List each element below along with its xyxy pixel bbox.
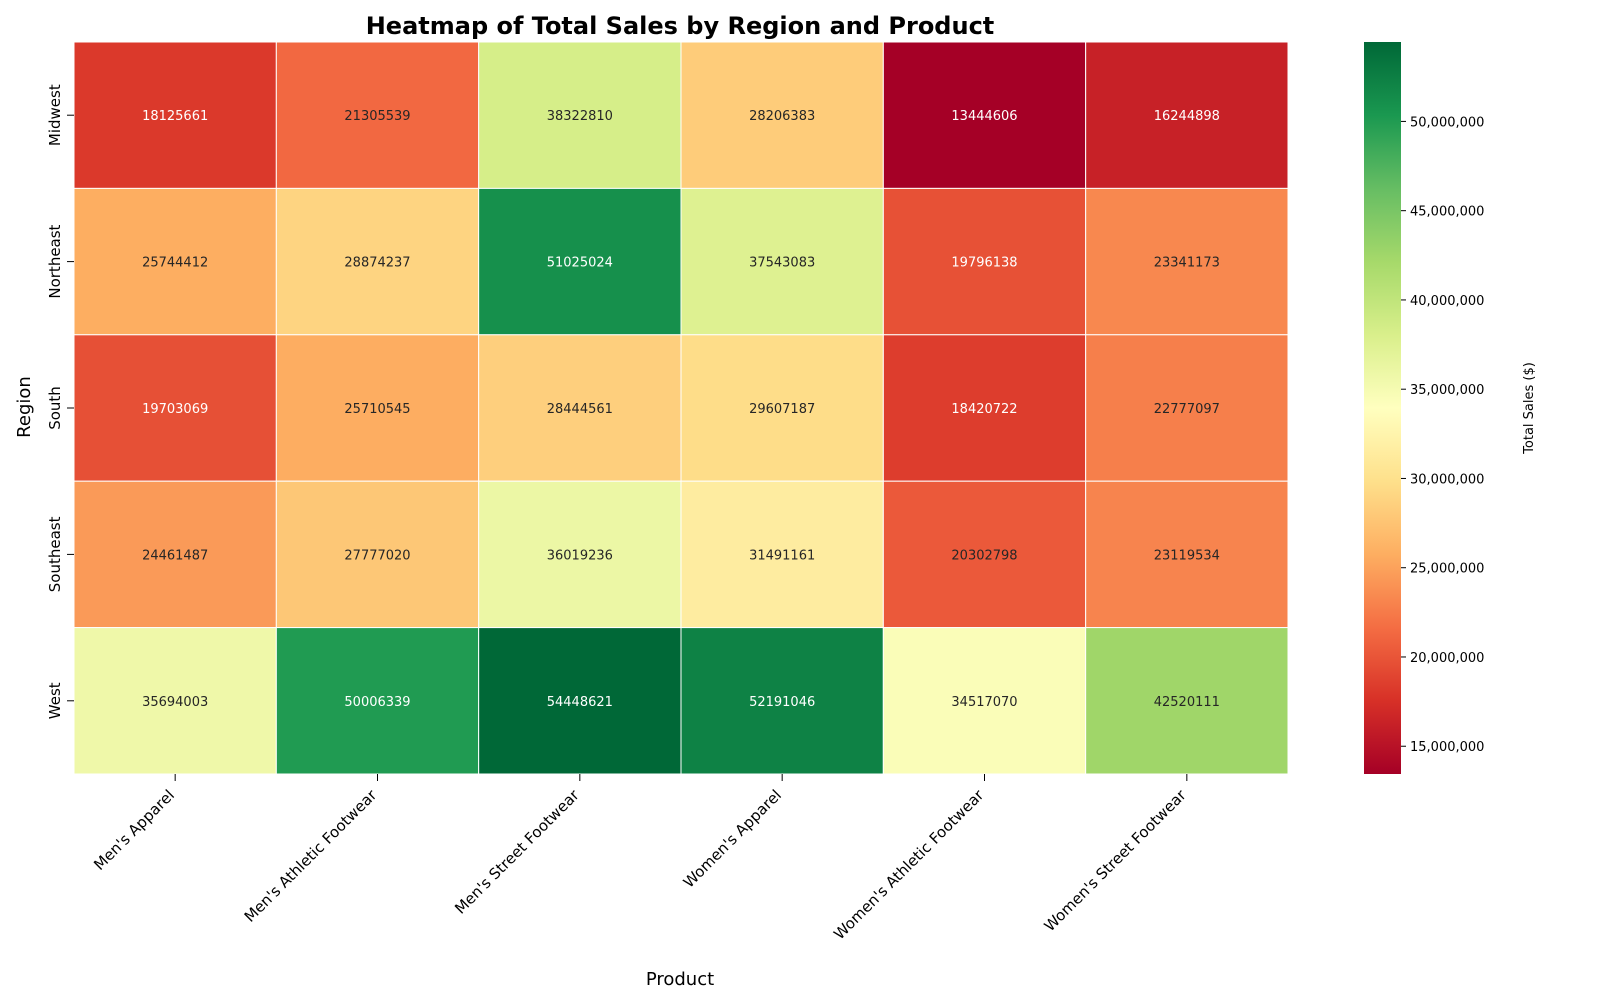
heatmap-cell [680,187,884,336]
heatmap-cell [275,480,480,629]
colorbar-tick-label: 25,000,000 [1410,562,1484,577]
colorbar-tick-label: 40,000,000 [1410,294,1484,309]
heatmap-cell [478,627,682,775]
colorbar-tick-label: 35,000,000 [1410,383,1484,398]
x-tick-label: Men's Apparel [90,786,178,874]
y-tick-label: Southeast [46,516,64,592]
cell-value-label: 50006339 [344,695,410,710]
cell-value-label: 34517070 [951,695,1017,710]
heatmap-cell [478,334,682,482]
cell-value-label: 19703069 [142,402,208,417]
heatmap-cell [73,334,277,482]
cell-value-label: 28206383 [749,109,815,124]
x-tick-label: Women's Street Footwear [1041,786,1191,936]
colorbar-tick-label: 30,000,000 [1410,472,1484,487]
cell-value-label: 20302798 [951,548,1017,563]
y-axis-title: Region [14,376,35,438]
heatmap-cell [882,41,1087,189]
cell-value-label: 19796138 [951,256,1017,271]
cell-value-label: 38322810 [547,109,613,124]
heatmap-cell [478,41,682,189]
colorbar-tick-label: 15,000,000 [1410,740,1484,755]
heatmap-cell [275,627,480,775]
cell-value-label: 27777020 [344,548,410,563]
heatmap-cell [275,334,480,482]
colorbar-title: Total Sales ($) [1522,362,1537,455]
colorbar-tick-label: 45,000,000 [1410,205,1484,220]
cell-value-label: 35694003 [142,695,208,710]
cell-value-label: 16244898 [1154,109,1220,124]
cell-value-label: 25710545 [344,402,410,417]
chart-title: Heatmap of Total Sales by Region and Pro… [366,12,995,40]
cell-value-label: 23119534 [1154,548,1220,563]
y-axis: Midwest Northeast South Southeast West [46,84,74,719]
heatmap-cell [882,480,1087,629]
heatmap-cell [478,480,682,629]
heatmap-cell [1085,187,1289,336]
colorbar-gradient [1364,42,1401,774]
heatmap-cell [1085,627,1289,775]
y-tick-label: West [46,682,64,719]
heatmap-cell [680,480,884,629]
cell-value-label: 21305539 [344,109,410,124]
heatmap-cell [1085,480,1289,629]
colorbar: 15,000,000 20,000,000 25,000,000 30,000,000… [1364,42,1537,774]
cell-value-label: 42520111 [1154,695,1220,710]
cell-value-label: 18420722 [951,402,1017,417]
cell-value-label: 52191046 [749,695,815,710]
heatmap-cell [680,41,884,189]
cell-value-label: 51025024 [547,256,613,271]
heatmap-cell [882,334,1087,482]
colorbar-tick-label: 20,000,000 [1410,651,1484,666]
heatmap-cell [73,480,277,629]
x-tick-label: Men's Athletic Footwear [241,786,381,926]
heatmap-cell [73,627,277,775]
y-tick-label: Midwest [46,84,64,146]
heatmap-cell [882,627,1087,775]
heatmap-cell [275,41,480,189]
x-tick-label: Women's Apparel [680,786,785,891]
heatmap-cell [275,187,480,336]
heatmap-cell [1085,334,1289,482]
heatmap-cell [680,334,884,482]
cell-value-label: 54448621 [547,695,613,710]
cell-value-label: 22777097 [1154,402,1220,417]
x-axis: Men's Apparel Men's Athletic Footwear Men'… [90,774,1190,943]
colorbar-tick-label: 50,000,000 [1410,115,1484,130]
cell-value-label: 28444561 [547,402,613,417]
cell-value-label: 18125661 [142,109,208,124]
heatmap-cells: 18125661 21305539 38322810 28206383 13444606… [73,41,1289,775]
cell-value-label: 13444606 [951,109,1017,124]
heatmap-cell [73,41,277,189]
cell-value-label: 23341173 [1154,256,1220,271]
cell-value-label: 28874237 [344,256,410,271]
x-tick-label: Men's Street Footwear [451,786,583,918]
cell-value-label: 24461487 [142,548,208,563]
cell-value-label: 29607187 [749,402,815,417]
cell-value-label: 31491161 [749,548,815,563]
x-tick-label: Women's Athletic Footwear [830,786,988,944]
cell-value-label: 36019236 [547,548,613,563]
heatmap-cell [680,627,884,775]
y-tick-label: South [46,386,64,430]
cell-value-label: 37543083 [749,256,815,271]
cell-value-label: 25744412 [142,256,208,271]
heatmap-cell [1085,41,1289,189]
x-axis-title: Product [646,969,714,990]
heatmap-cell [73,187,277,336]
y-tick-label: Northeast [46,224,64,298]
